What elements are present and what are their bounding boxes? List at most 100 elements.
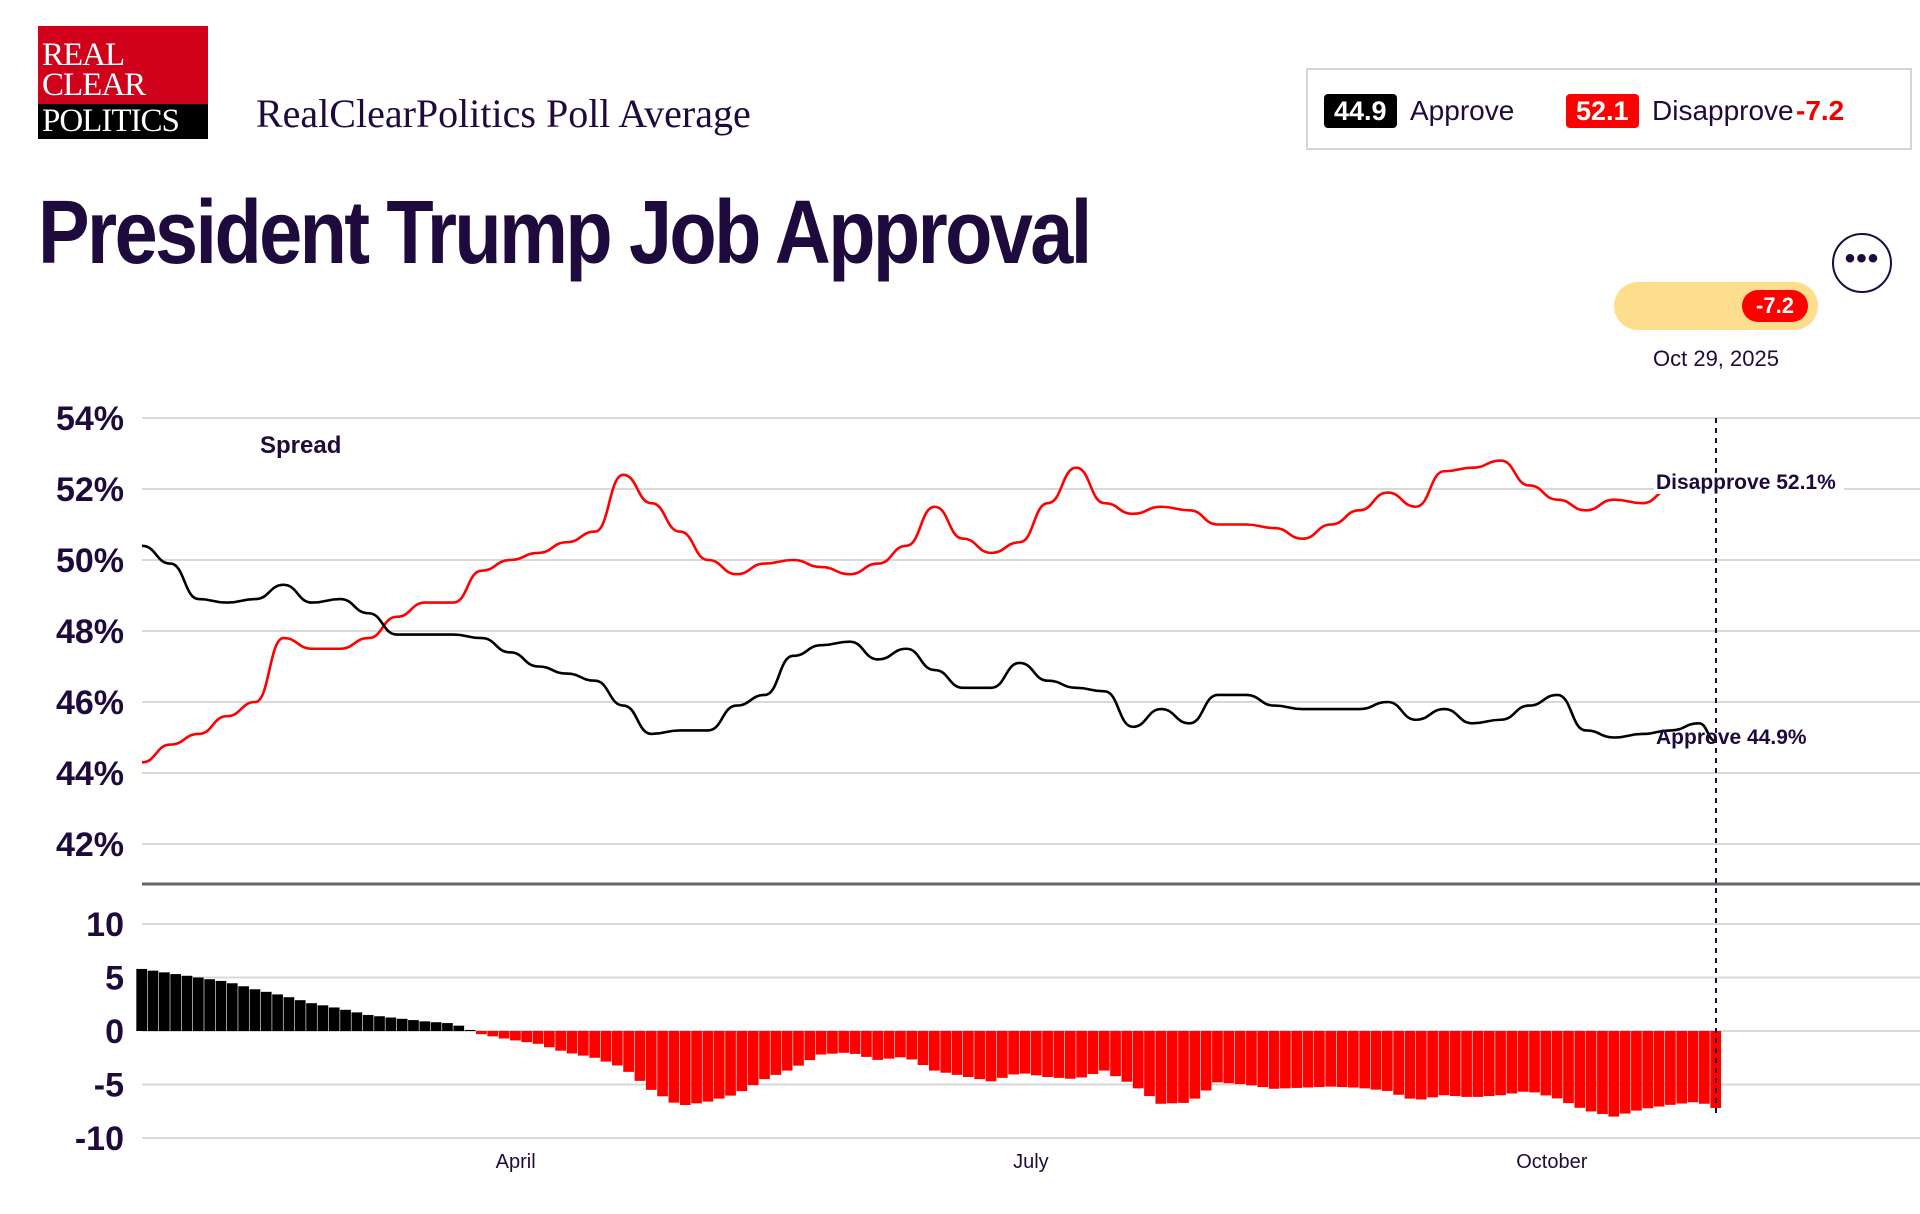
spread-bar (895, 1031, 906, 1058)
spread-bar (306, 1003, 317, 1031)
spread-bar (1585, 1031, 1597, 1112)
spread-bar (1506, 1031, 1518, 1094)
spread-bar (1551, 1031, 1563, 1099)
spread-bar (317, 1005, 329, 1031)
spread-bar (1370, 1031, 1382, 1090)
spread-bar (781, 1031, 793, 1071)
x-tick-label: April (496, 1151, 536, 1173)
date-slider[interactable]: -7.2 (1614, 282, 1818, 330)
spread-bar (1008, 1031, 1019, 1075)
approve-line (141, 544, 1717, 743)
spread-bar (623, 1031, 634, 1072)
spread-bar (1166, 1031, 1178, 1104)
spread-bar (577, 1031, 589, 1056)
spread-bar (1597, 1031, 1608, 1115)
disapprove-end-label: Disapprove 52.1% (1656, 471, 1836, 494)
spread-bar (1676, 1031, 1688, 1104)
spread-bar (793, 1031, 804, 1066)
spread-bar (464, 1029, 476, 1031)
logo-text-real: REAL (42, 37, 125, 73)
spread-bar (1144, 1031, 1155, 1097)
more-options-button[interactable]: ••• (1832, 233, 1892, 293)
spread-bar (1234, 1031, 1246, 1085)
spread-bar (611, 1031, 623, 1066)
x-axis: April July October (496, 1151, 1588, 1173)
spread-bar (962, 1031, 974, 1078)
spread-bar (430, 1022, 442, 1031)
spread-bar (951, 1031, 963, 1075)
spread-bar (1529, 1031, 1540, 1093)
spread-bar (996, 1031, 1008, 1078)
spread-bar (1302, 1031, 1314, 1088)
logo-text-politics: POLITICS (42, 103, 180, 139)
spread-y-axis: 10 5 0 -5 -10 (75, 906, 124, 1158)
spread-bar (1200, 1031, 1212, 1091)
spread-bar (725, 1031, 736, 1096)
spread-bar (1347, 1031, 1359, 1088)
spread-bar (940, 1031, 952, 1073)
spread-bar (1393, 1031, 1404, 1095)
spread-bar (1257, 1031, 1269, 1088)
spread-bar (170, 974, 182, 1031)
spread-value: -7.2 (1796, 95, 1845, 126)
spread-bar (747, 1031, 759, 1086)
spread-bar (136, 968, 148, 1031)
spread-bar (226, 983, 238, 1031)
y-tick-label: 50% (56, 542, 124, 580)
spread-bar (192, 977, 204, 1031)
spread-bar (1653, 1031, 1665, 1107)
spread-bar (1280, 1031, 1291, 1089)
spread-bar (600, 1031, 612, 1062)
spread-bar (883, 1031, 895, 1059)
spread-bar (374, 1016, 385, 1031)
y-tick-label: 52% (56, 471, 124, 509)
disapprove-line (141, 459, 1717, 764)
spread-bar (1687, 1031, 1699, 1103)
spread-bar (283, 997, 295, 1031)
x-tick-label: July (1013, 1151, 1049, 1173)
spread-bar (1608, 1031, 1620, 1117)
spread-y-tick-label: -10 (75, 1120, 124, 1158)
spread-bar (1438, 1031, 1450, 1096)
spread-bar (158, 972, 170, 1031)
spread-bar (1461, 1031, 1472, 1097)
spread-bars (136, 968, 1722, 1117)
spread-bar (1495, 1031, 1506, 1096)
spread-bar (328, 1007, 340, 1031)
spread-bar (1483, 1031, 1495, 1097)
spread-bar (849, 1031, 861, 1054)
y-tick-label: 54% (56, 400, 124, 438)
spread-bar (362, 1014, 374, 1031)
spread-bar (702, 1031, 714, 1102)
spread-bar (1699, 1031, 1710, 1104)
page-title: President Trump Job Approval (38, 183, 1092, 283)
spread-bar (1291, 1031, 1303, 1088)
spread-bar (1381, 1031, 1393, 1091)
spread-bar (204, 979, 216, 1031)
spread-bar (340, 1009, 351, 1031)
spread-bar (1155, 1031, 1167, 1104)
spread-bar (385, 1017, 397, 1031)
spread-y-tick-label: 10 (86, 906, 124, 944)
logo-text-clear: CLEAR (42, 67, 146, 103)
spread-bar (679, 1031, 691, 1106)
logo-black-block (38, 104, 208, 139)
spread-bar (589, 1031, 601, 1058)
main-y-axis: 54% 52% 50% 48% 46% 44% 42% (56, 400, 124, 864)
spread-bar (215, 980, 227, 1031)
spread-bar (872, 1031, 884, 1060)
rcp-logo[interactable]: REAL CLEAR POLITICS (38, 26, 208, 139)
spread-bar (543, 1031, 555, 1048)
spread-bar (1132, 1031, 1144, 1089)
spread-bar (1404, 1031, 1416, 1099)
spread-bar (555, 1031, 567, 1051)
spread-bar (532, 1031, 544, 1044)
spread-bar (1053, 1031, 1065, 1078)
y-tick-label: 46% (56, 684, 124, 722)
spread-bar (815, 1031, 827, 1055)
disapprove-end-label-bg (1654, 466, 1844, 494)
spread-bar (419, 1021, 431, 1031)
spread-bar (510, 1031, 521, 1041)
slider-handle-spread-badge[interactable]: -7.2 (1742, 290, 1808, 322)
